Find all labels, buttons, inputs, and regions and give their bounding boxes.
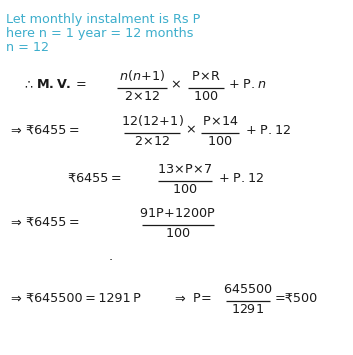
Text: $\Rightarrow$: $\Rightarrow$: [8, 215, 23, 229]
Text: here n = 1 year = 12 months: here n = 1 year = 12 months: [6, 27, 193, 40]
Text: $\mathrm{P}\!\times\!14$: $\mathrm{P}\!\times\!14$: [202, 115, 238, 128]
Text: ₹6455 =: ₹6455 =: [26, 124, 80, 137]
Text: $100$: $100$: [172, 183, 198, 196]
Text: $\mathrm{P}\!=\!$: $\mathrm{P}\!=\!$: [192, 291, 211, 305]
Text: $\times$: $\times$: [185, 124, 196, 137]
Text: =₹500: =₹500: [275, 291, 318, 305]
Text: $n(n\!+\!1)$: $n(n\!+\!1)$: [119, 68, 165, 83]
Text: $\mathbf{M.V.}=$: $\mathbf{M.V.}=$: [36, 78, 87, 92]
Text: $100$: $100$: [207, 135, 233, 148]
Text: $.$: $.$: [108, 251, 113, 263]
Text: n = 12: n = 12: [6, 41, 49, 54]
Text: $+\ \mathrm{P.12}$: $+\ \mathrm{P.12}$: [218, 171, 264, 185]
Text: $\Rightarrow$: $\Rightarrow$: [172, 291, 186, 305]
Text: $2\!\times\!12$: $2\!\times\!12$: [134, 135, 170, 148]
Text: $+\ \mathrm{P.12}$: $+\ \mathrm{P.12}$: [245, 124, 291, 137]
Text: $100$: $100$: [193, 90, 219, 103]
Text: $100$: $100$: [165, 227, 191, 240]
Text: ₹6455 =: ₹6455 =: [68, 171, 122, 185]
Text: $91\mathrm{P}\!+\!1200\mathrm{P}$: $91\mathrm{P}\!+\!1200\mathrm{P}$: [139, 207, 216, 220]
Text: $\Rightarrow$: $\Rightarrow$: [8, 124, 23, 137]
Text: ₹645500 = 1291 P: ₹645500 = 1291 P: [26, 291, 141, 305]
Text: $\mathrm{P}\!\times\!\mathrm{R}$: $\mathrm{P}\!\times\!\mathrm{R}$: [191, 70, 221, 83]
Text: ₹6455 =: ₹6455 =: [26, 215, 80, 229]
Text: $645500$: $645500$: [223, 283, 273, 296]
Text: $12(12\!+\!1)$: $12(12\!+\!1)$: [121, 113, 184, 128]
Text: $\times$: $\times$: [170, 78, 181, 92]
Text: $13\!\times\!\mathrm{P}\!\times\!7$: $13\!\times\!\mathrm{P}\!\times\!7$: [157, 163, 213, 176]
Text: Let monthly instalment is Rs P: Let monthly instalment is Rs P: [6, 13, 201, 26]
Text: $\therefore$: $\therefore$: [22, 78, 34, 92]
Text: $1291$: $1291$: [232, 303, 264, 316]
Text: $\Rightarrow$: $\Rightarrow$: [8, 291, 23, 305]
Text: $+\ \mathrm{P.}n$: $+\ \mathrm{P.}n$: [228, 78, 266, 92]
Text: $2\!\times\!12$: $2\!\times\!12$: [124, 90, 160, 103]
